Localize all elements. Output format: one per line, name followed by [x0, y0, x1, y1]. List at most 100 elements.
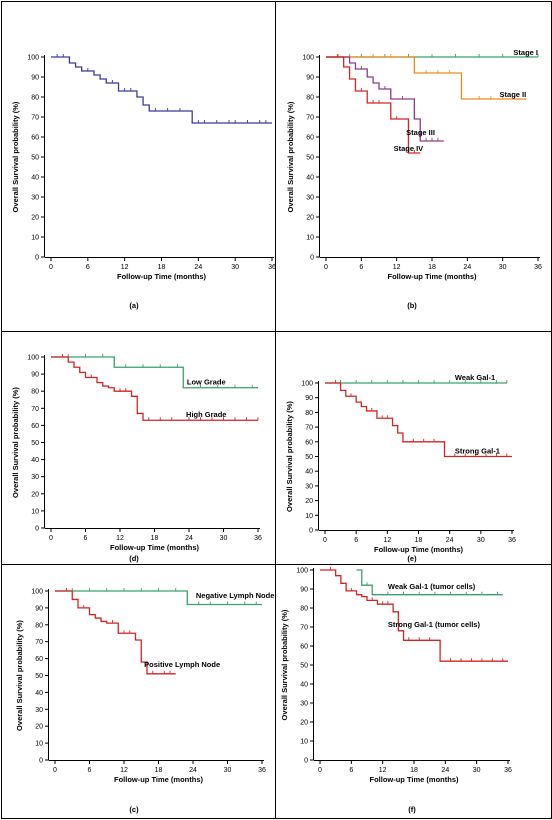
- x-tick-label: 6: [84, 535, 88, 542]
- y-tick-label: 70: [35, 639, 43, 646]
- y-tick-label: 90: [300, 587, 308, 594]
- x-tick-label: 18: [410, 767, 418, 774]
- series-label: Stage III: [406, 128, 435, 137]
- survival-curve-1: [51, 56, 272, 124]
- y-tick-label: 60: [305, 439, 313, 446]
- series-label: Stage II: [500, 90, 527, 99]
- y-tick-label: 60: [35, 656, 43, 663]
- x-tick-label: 18: [151, 535, 159, 542]
- y-axis-label: Overall Survival probability (%): [285, 401, 294, 512]
- y-tick-label: 30: [35, 707, 43, 714]
- survival-curve-2: [320, 569, 508, 662]
- x-tick-label: 36: [268, 264, 276, 271]
- y-tick-label: 50: [306, 155, 314, 162]
- y-tick-label: 0: [310, 255, 314, 262]
- chart-panel-3: 0 10 20 30 40 50 60 70 80 90 100 0 6 12 18 24 30 36 Follow…: [11, 354, 262, 563]
- survival-curve-1: [51, 356, 258, 389]
- survival-curve-3: [326, 56, 444, 142]
- x-tick-label: 6: [359, 264, 363, 271]
- y-tick-label: 80: [305, 410, 313, 417]
- x-tick-label: 6: [86, 264, 90, 271]
- y-tick-label: 80: [31, 389, 39, 396]
- y-tick-label: 0: [304, 758, 308, 765]
- panel-label: (e): [407, 554, 417, 563]
- x-tick-label: 36: [258, 767, 266, 774]
- chart-panel-4: 0 10 20 30 40 50 60 70 80 90 100 0 6 12 18 24 30 36 Follow…: [285, 373, 516, 563]
- x-tick-label: 36: [254, 535, 262, 542]
- y-tick-label: 10: [31, 508, 39, 515]
- x-axis-label: Follow-up Time (months): [110, 543, 200, 552]
- y-tick-label: 80: [35, 622, 43, 629]
- series-label: Negative Lymph Node: [196, 591, 275, 600]
- y-tick-label: 20: [31, 491, 39, 498]
- panel-label: (b): [407, 301, 417, 310]
- x-tick-label: 36: [534, 264, 542, 271]
- x-tick-label: 6: [349, 767, 353, 774]
- x-tick-label: 30: [231, 264, 239, 271]
- y-tick-label: 50: [35, 673, 43, 680]
- panel-label: (d): [129, 554, 139, 563]
- y-tick-label: 90: [306, 75, 314, 82]
- panel-label: (f): [408, 805, 416, 814]
- panel-label: (a): [129, 301, 139, 310]
- y-tick-label: 40: [305, 469, 313, 476]
- y-tick-label: 30: [31, 195, 39, 202]
- y-tick-label: 100: [302, 55, 314, 62]
- y-tick-label: 40: [31, 175, 39, 182]
- x-tick-label: 6: [88, 767, 92, 774]
- y-tick-label: 50: [31, 440, 39, 447]
- x-tick-label: 12: [121, 264, 129, 271]
- series-label: Positive Lymph Node: [144, 660, 220, 669]
- y-tick-label: 80: [31, 95, 39, 102]
- x-tick-label: 24: [441, 767, 449, 774]
- y-tick-label: 70: [305, 425, 313, 432]
- x-tick-label: 0: [324, 264, 328, 271]
- y-tick-label: 10: [35, 741, 43, 748]
- survival-curve-2: [51, 356, 258, 421]
- y-axis-label: Overall Survival probability (%): [11, 101, 20, 212]
- y-axis-label: Overall Survival probability (%): [11, 387, 20, 498]
- y-tick-label: 20: [31, 215, 39, 222]
- series-label: Strong Gal-1: [455, 447, 500, 456]
- series-label: Stage IV: [394, 144, 424, 153]
- chart-panel-5: 0 10 20 30 40 50 60 70 80 90 100 0 6 12 18 24 30 36 Follow…: [15, 588, 274, 814]
- y-tick-label: 30: [306, 195, 314, 202]
- y-tick-label: 20: [300, 720, 308, 727]
- x-tick-label: 12: [379, 767, 387, 774]
- x-tick-label: 24: [189, 767, 197, 774]
- panel-label: (c): [129, 805, 139, 814]
- x-tick-label: 30: [220, 535, 228, 542]
- x-tick-label: 36: [508, 537, 516, 544]
- y-tick-label: 30: [305, 483, 313, 490]
- x-tick-label: 30: [224, 767, 232, 774]
- x-tick-label: 0: [53, 767, 57, 774]
- x-tick-label: 24: [194, 264, 202, 271]
- series-label: Low Grade: [187, 377, 226, 386]
- y-tick-label: 100: [27, 55, 39, 62]
- y-tick-label: 70: [300, 625, 308, 632]
- y-tick-label: 90: [31, 75, 39, 82]
- y-tick-label: 60: [31, 423, 39, 430]
- y-tick-label: 40: [300, 682, 308, 689]
- x-axis-label: Follow-up Time (months): [114, 775, 204, 784]
- x-tick-label: 12: [120, 767, 128, 774]
- y-tick-label: 10: [31, 235, 39, 242]
- y-tick-label: 20: [305, 498, 313, 505]
- y-tick-label: 60: [31, 135, 39, 142]
- y-tick-label: 50: [300, 663, 308, 670]
- x-tick-label: 30: [473, 767, 481, 774]
- y-tick-label: 30: [31, 474, 39, 481]
- y-tick-label: 0: [35, 255, 39, 262]
- y-tick-label: 40: [35, 690, 43, 697]
- y-tick-label: 100: [296, 568, 308, 575]
- y-tick-label: 100: [31, 589, 43, 596]
- y-tick-label: 50: [31, 155, 39, 162]
- y-tick-label: 70: [31, 406, 39, 413]
- y-tick-label: 0: [39, 758, 43, 765]
- y-tick-label: 60: [300, 644, 308, 651]
- x-tick-label: 0: [49, 535, 53, 542]
- x-axis-label: Follow-up Time (months): [387, 272, 477, 281]
- x-tick-label: 12: [116, 535, 124, 542]
- y-tick-label: 50: [305, 454, 313, 461]
